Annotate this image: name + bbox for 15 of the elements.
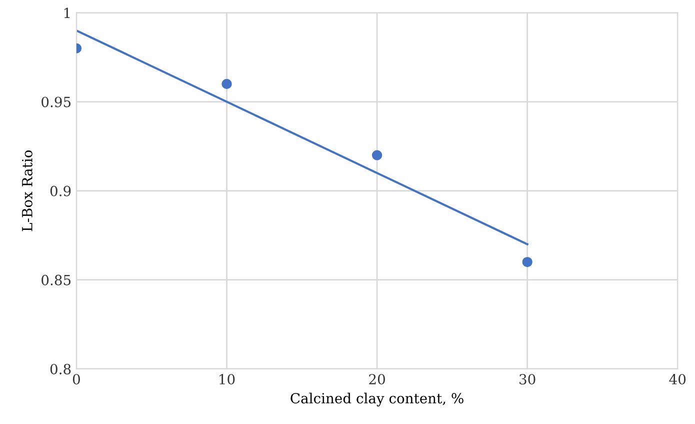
y-tick-label: 0.85 — [42, 274, 71, 286]
point — [222, 78, 232, 90]
x-tick-label: 0 — [72, 374, 80, 384]
y-tick-label: 1 — [64, 8, 70, 18]
x-tick-label: 10 — [220, 374, 235, 384]
x-axis-title: Calcined clay content, % — [290, 392, 464, 406]
x-tick-label: 40 — [669, 374, 686, 384]
y-tick-label: 0.95 — [42, 96, 71, 108]
point — [522, 256, 532, 268]
x-tick-label: 30 — [520, 374, 536, 384]
y-axis-title: L-Box Ratio — [22, 150, 32, 232]
x-tick-label: 20 — [369, 374, 385, 384]
y-tick-label: 0.8 — [50, 364, 71, 374]
y-tick-label: 0.9 — [50, 186, 71, 196]
point — [372, 150, 382, 160]
